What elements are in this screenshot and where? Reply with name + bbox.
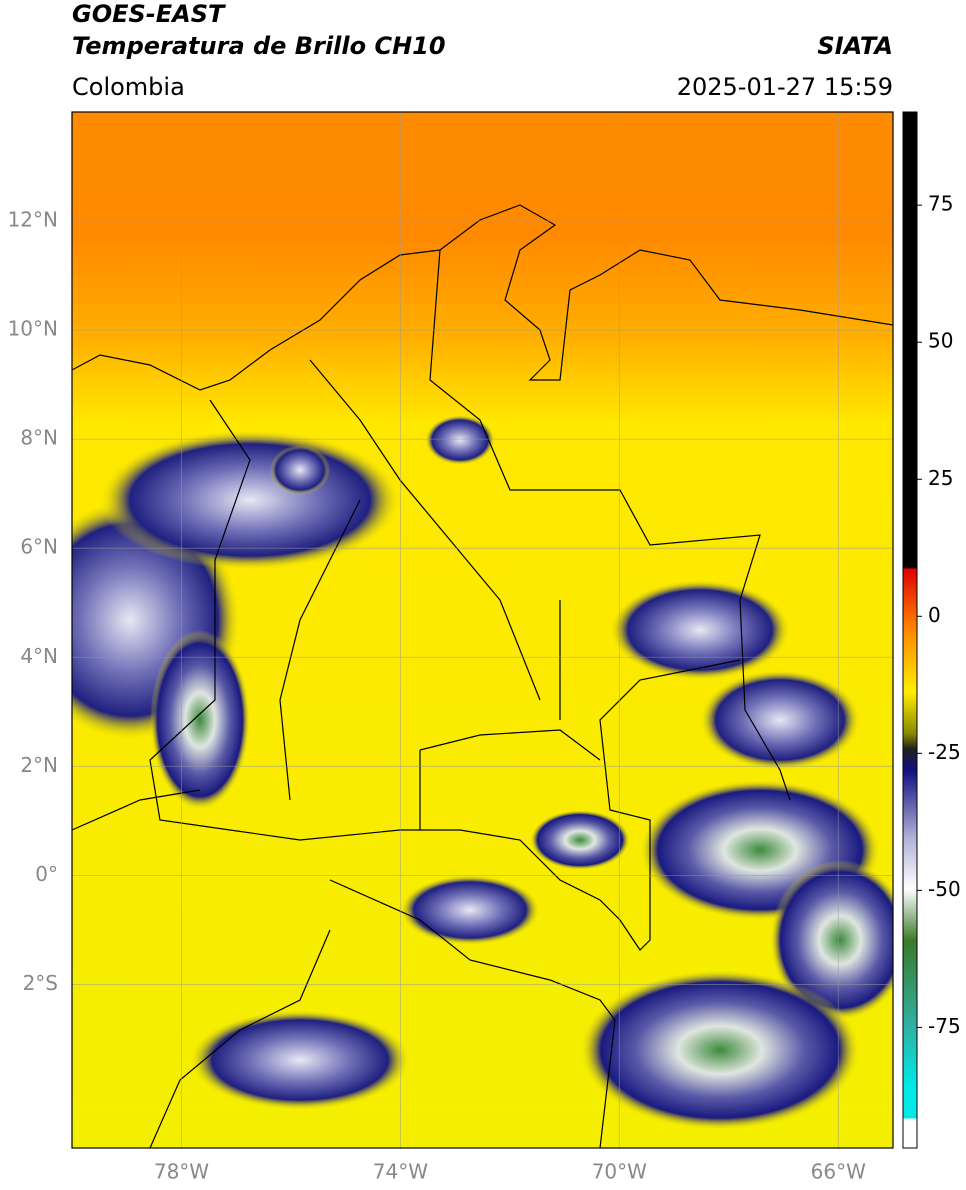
x-tick-label: 78°W [154, 1160, 209, 1184]
x-tick-label: 70°W [592, 1160, 647, 1184]
y-tick-label: 8°N [20, 426, 58, 450]
source: SIATA [817, 32, 893, 60]
subtitle: Temperatura de Brillo CH10 [72, 32, 446, 60]
map-frame [71, 111, 894, 1149]
clouds [72, 415, 893, 1130]
y-tick-label: 4°N [20, 644, 58, 668]
colorbar-tick-label: 50 [928, 329, 953, 353]
x-tick-label: 66°W [811, 1160, 866, 1184]
colorbar-tick-label: -25 [928, 740, 961, 764]
y-tick-label: 2°N [20, 753, 58, 777]
title: GOES-EAST [72, 0, 226, 28]
y-tick-label: 12°N [8, 208, 58, 232]
datetime: 2025-01-27 15:59 [677, 73, 893, 101]
y-tick-label: 6°N [20, 535, 58, 559]
colorbar-tick-label: -50 [928, 877, 961, 901]
colorbar-tick-label: 75 [928, 192, 953, 216]
y-tick-label: 2°S [23, 971, 58, 995]
colorbar-tick-label: 0 [928, 603, 941, 627]
colorbar [902, 111, 918, 1149]
x-tick-label: 74°W [373, 1160, 428, 1184]
map [72, 112, 893, 1148]
colorbar-tick-label: 25 [928, 466, 953, 490]
region: Colombia [72, 73, 185, 101]
grid [72, 112, 893, 1148]
colorbar-tick-label: -75 [928, 1014, 961, 1038]
y-tick-label: 10°N [8, 317, 58, 341]
y-tick-label: 0° [35, 862, 58, 886]
borders [72, 204, 893, 1148]
